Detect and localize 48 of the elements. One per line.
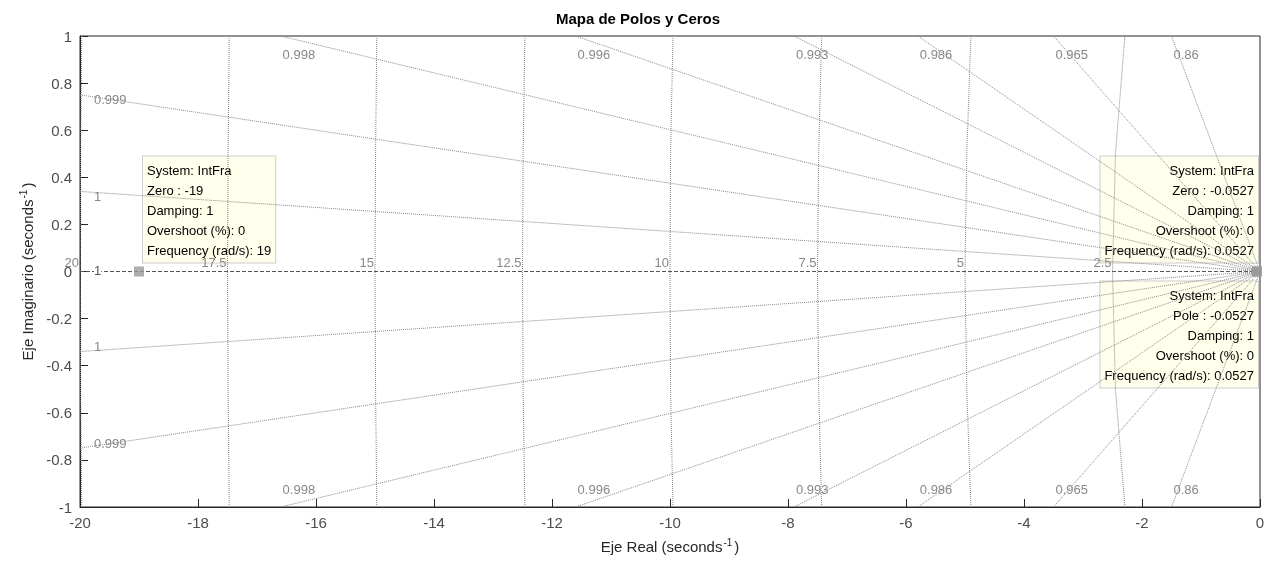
series-label: 0.999 — [94, 435, 127, 451]
series-label: 7.5 — [798, 255, 817, 270]
y-tick-label: -1 — [58, 498, 72, 516]
series-label: 0.996 — [577, 46, 611, 62]
y-tick-label: -0.6 — [46, 404, 72, 422]
annotation: System: IntFra Zero : -0.0527 Damping: 1 Overshoot (%): 0 Frequency (rad/s): 0.0527 — [1104, 163, 1255, 258]
x-tick-label: -10 — [659, 514, 681, 531]
x-tick-label: -8 — [781, 514, 795, 531]
series-label: 5 — [956, 255, 964, 270]
series-label: 0.965 — [1055, 481, 1089, 497]
x-tick-label: 0 — [1255, 514, 1265, 531]
series-label: 1 — [94, 188, 102, 204]
series-label: 0.993 — [795, 46, 829, 62]
series-label: 0.986 — [919, 481, 953, 497]
series-label: 0.86 — [1173, 46, 1199, 62]
y-tick-label: -0.2 — [46, 310, 72, 328]
series-label: 0.986 — [919, 46, 953, 62]
y-tick-label: -0.4 — [46, 357, 72, 375]
series-label: 0.86 — [1173, 481, 1199, 497]
x-tick-label: -2 — [1135, 514, 1149, 531]
series-label: 2.5 — [1093, 255, 1112, 270]
annotation: System: IntFra Pole : -0.0527 Damping: 1 Overshoot (%): 0 Frequency (rad/s): 0.0527 — [1104, 288, 1255, 383]
series-label: 0.965 — [1055, 46, 1089, 62]
y-tick-label: 0.8 — [51, 74, 72, 92]
x-tick-label: -12 — [541, 514, 563, 531]
x-tick-label: -14 — [423, 514, 445, 531]
x-tick-label: -6 — [899, 514, 913, 531]
series-label: 0.993 — [795, 481, 829, 497]
y-tick-label: 0.2 — [51, 215, 72, 233]
x-tick-label: -20 — [69, 514, 91, 531]
series-label: 1 — [94, 339, 102, 355]
x-tick-label: -4 — [1017, 514, 1031, 531]
series-label: 0.999 — [94, 92, 127, 108]
chart-title: Mapa de Polos y Ceros — [555, 10, 721, 27]
y-tick-label: 1 — [63, 27, 72, 45]
x-tick-label: -16 — [305, 514, 327, 531]
series-label: 10 — [654, 255, 669, 270]
y-tick-label: 0.6 — [51, 121, 72, 139]
series-label: 0.998 — [282, 481, 316, 497]
series-label: 15 — [359, 255, 374, 270]
series-label: 0.998 — [282, 46, 316, 62]
x-tick-label: -18 — [187, 514, 209, 531]
series-label: 12.5 — [496, 255, 522, 270]
series-label: 1 — [94, 263, 102, 278]
y-axis-title: Eje Imaginario (seconds-1) — [17, 182, 36, 361]
series-label: 0.996 — [577, 481, 611, 497]
y-tick-label: 0.4 — [51, 168, 72, 186]
y-tick-label: -0.8 — [46, 451, 72, 469]
